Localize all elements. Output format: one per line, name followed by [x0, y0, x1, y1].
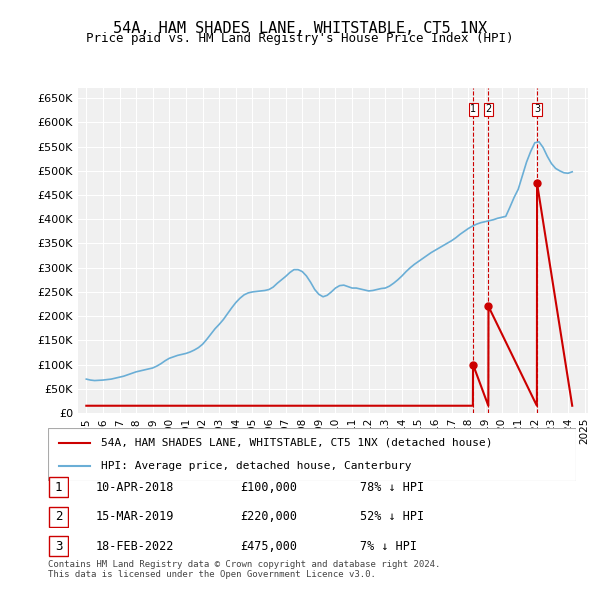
Text: 1: 1 [55, 481, 62, 494]
FancyBboxPatch shape [49, 477, 68, 497]
Text: 3: 3 [55, 540, 62, 553]
Text: 18-FEB-2022: 18-FEB-2022 [96, 540, 175, 553]
Text: 78% ↓ HPI: 78% ↓ HPI [360, 481, 424, 494]
Text: £220,000: £220,000 [240, 510, 297, 523]
Text: 54A, HAM SHADES LANE, WHITSTABLE, CT5 1NX (detached house): 54A, HAM SHADES LANE, WHITSTABLE, CT5 1N… [101, 438, 493, 448]
Text: 54A, HAM SHADES LANE, WHITSTABLE, CT5 1NX: 54A, HAM SHADES LANE, WHITSTABLE, CT5 1N… [113, 21, 487, 35]
FancyBboxPatch shape [48, 428, 576, 481]
Text: 2: 2 [55, 510, 62, 523]
Text: Price paid vs. HM Land Registry's House Price Index (HPI): Price paid vs. HM Land Registry's House … [86, 32, 514, 45]
Text: £100,000: £100,000 [240, 481, 297, 494]
Text: 10-APR-2018: 10-APR-2018 [96, 481, 175, 494]
FancyBboxPatch shape [49, 507, 68, 527]
Text: HPI: Average price, detached house, Canterbury: HPI: Average price, detached house, Cant… [101, 461, 412, 471]
Text: 3: 3 [534, 104, 540, 114]
Text: 52% ↓ HPI: 52% ↓ HPI [360, 510, 424, 523]
Text: 7% ↓ HPI: 7% ↓ HPI [360, 540, 417, 553]
Text: 2: 2 [485, 104, 491, 114]
Text: 15-MAR-2019: 15-MAR-2019 [96, 510, 175, 523]
Text: £475,000: £475,000 [240, 540, 297, 553]
FancyBboxPatch shape [49, 536, 68, 556]
Text: 1: 1 [470, 104, 476, 114]
Text: Contains HM Land Registry data © Crown copyright and database right 2024.
This d: Contains HM Land Registry data © Crown c… [48, 560, 440, 579]
